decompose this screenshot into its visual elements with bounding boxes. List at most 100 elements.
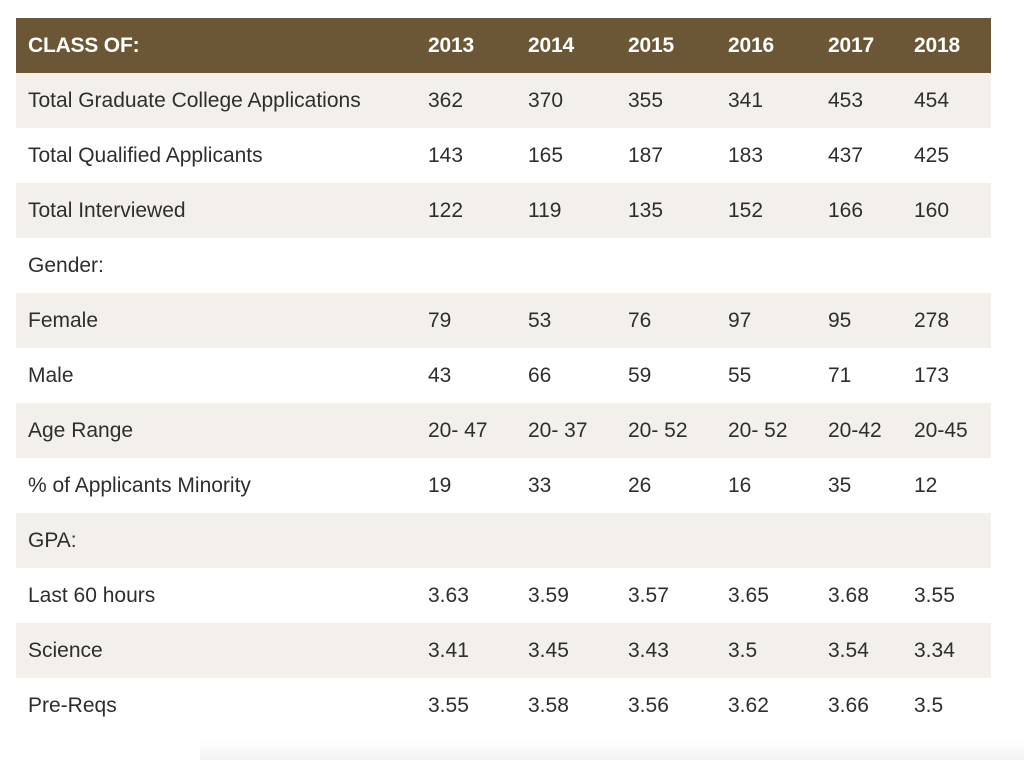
row-label: GPA: — [28, 528, 77, 552]
row-value-2016: 55 — [728, 363, 752, 387]
row-value-2014: 53 — [528, 308, 552, 332]
row-value-2014: 119 — [528, 198, 562, 222]
row-value-2018: 3.34 — [914, 638, 955, 662]
row-label: Female — [28, 308, 99, 332]
row-value-2016: 3.62 — [728, 693, 769, 717]
table-row: Total Interviewed 122 119 135 152 166 160 — [16, 183, 991, 238]
header-year-2018: 2018 — [914, 33, 960, 57]
row-value-2017: 95 — [828, 308, 852, 332]
row-value-2016: 152 — [728, 198, 764, 222]
row-value-2015: 26 — [628, 473, 652, 497]
row-value-2014 — [519, 238, 619, 293]
row-value-2015 — [619, 513, 719, 568]
row-value-2013: 43 — [428, 363, 452, 387]
table-row: Pre-Reqs 3.55 3.58 3.56 3.62 3.66 3.5 — [16, 678, 991, 733]
table-row: Science 3.41 3.45 3.43 3.5 3.54 3.34 — [16, 623, 991, 678]
table-row: Gender: — [16, 238, 991, 293]
row-value-2014: 3.59 — [528, 583, 569, 607]
row-value-2015: 59 — [628, 363, 652, 387]
row-label: Total Qualified Applicants — [28, 143, 263, 167]
row-value-2013 — [419, 513, 519, 568]
row-value-2018: 3.5 — [914, 693, 944, 717]
row-value-2013: 122 — [428, 198, 464, 222]
row-value-2015: 3.57 — [628, 583, 669, 607]
row-value-2017: 437 — [828, 143, 864, 167]
row-label: Age Range — [28, 418, 134, 442]
row-value-2014: 3.58 — [528, 693, 569, 717]
row-value-2013: 19 — [428, 473, 452, 497]
applicant-stats-table-wrapper: CLASS OF: 2013 2014 2015 2016 2017 2018 … — [16, 18, 991, 733]
row-value-2016: 16 — [728, 473, 752, 497]
row-label: Science — [28, 638, 103, 662]
table-row: Last 60 hours 3.63 3.59 3.57 3.65 3.68 3.55 — [16, 568, 991, 623]
row-value-2014: 66 — [528, 363, 552, 387]
row-value-2016: 20- 52 — [728, 418, 788, 442]
table-row: Total Graduate College Applications 362 37… — [16, 73, 991, 128]
row-label: Gender: — [28, 253, 104, 277]
row-label: Total Interviewed — [28, 198, 186, 222]
row-value-2015: 3.43 — [628, 638, 669, 662]
row-value-2016 — [719, 238, 819, 293]
row-value-2015: 3.56 — [628, 693, 669, 717]
row-value-2018 — [905, 513, 991, 568]
row-value-2018: 3.55 — [914, 583, 955, 607]
row-value-2018: 20-45 — [914, 418, 968, 442]
row-value-2015: 76 — [628, 308, 652, 332]
row-value-2013: 143 — [428, 143, 464, 167]
header-year-2017: 2017 — [828, 33, 874, 57]
row-value-2016: 3.5 — [728, 638, 758, 662]
row-value-2017 — [819, 513, 905, 568]
row-value-2014: 3.45 — [528, 638, 569, 662]
row-value-2017: 35 — [828, 473, 852, 497]
row-value-2015: 20- 52 — [628, 418, 688, 442]
header-year-2016: 2016 — [728, 33, 774, 57]
table-row: Female 79 53 76 97 95 278 — [16, 293, 991, 348]
row-value-2017 — [819, 238, 905, 293]
bottom-page-shadow — [200, 740, 1024, 760]
table-row: Male 43 66 59 55 71 173 — [16, 348, 991, 403]
table-header: CLASS OF: 2013 2014 2015 2016 2017 2018 — [16, 18, 991, 73]
row-label: % of Applicants Minority — [28, 473, 251, 497]
row-value-2013: 3.63 — [428, 583, 469, 607]
header-year-2013: 2013 — [428, 33, 474, 57]
row-value-2017: 3.68 — [828, 583, 869, 607]
row-value-2018: 454 — [914, 88, 950, 112]
row-value-2017: 166 — [828, 198, 864, 222]
row-value-2018: 12 — [914, 473, 938, 497]
row-value-2013: 362 — [428, 88, 464, 112]
row-value-2017: 3.66 — [828, 693, 869, 717]
table-row: GPA: — [16, 513, 991, 568]
row-value-2014: 20- 37 — [528, 418, 588, 442]
row-value-2018: 160 — [914, 198, 950, 222]
header-year-2014: 2014 — [528, 33, 574, 57]
row-value-2016: 3.65 — [728, 583, 769, 607]
row-value-2018: 278 — [914, 308, 950, 332]
table-row: Total Qualified Applicants 143 165 187 183 43… — [16, 128, 991, 183]
row-label: Male — [28, 363, 74, 387]
row-value-2018: 173 — [914, 363, 950, 387]
applicant-stats-table: CLASS OF: 2013 2014 2015 2016 2017 2018 … — [16, 18, 991, 733]
row-value-2014: 165 — [528, 143, 564, 167]
row-label: Pre-Reqs — [28, 693, 117, 717]
row-value-2013: 3.55 — [428, 693, 469, 717]
row-value-2013: 79 — [428, 308, 452, 332]
row-value-2016 — [719, 513, 819, 568]
row-value-2015 — [619, 238, 719, 293]
row-value-2016: 183 — [728, 143, 764, 167]
header-row: CLASS OF: 2013 2014 2015 2016 2017 2018 — [16, 18, 991, 73]
row-value-2016: 97 — [728, 308, 752, 332]
row-value-2017: 71 — [828, 363, 852, 387]
row-value-2015: 135 — [628, 198, 664, 222]
row-value-2018: 425 — [914, 143, 950, 167]
row-value-2015: 187 — [628, 143, 664, 167]
header-label-class-of: CLASS OF: — [28, 33, 140, 57]
row-value-2017: 20-42 — [828, 418, 882, 442]
row-label: Last 60 hours — [28, 583, 156, 607]
row-value-2013: 3.41 — [428, 638, 469, 662]
row-value-2017: 3.54 — [828, 638, 869, 662]
table-row: Age Range 20- 47 20- 37 20- 52 20- 52 20-42 20… — [16, 403, 991, 458]
row-value-2014: 370 — [528, 88, 564, 112]
row-value-2014 — [519, 513, 619, 568]
header-year-2015: 2015 — [628, 33, 674, 57]
row-value-2017: 453 — [828, 88, 864, 112]
